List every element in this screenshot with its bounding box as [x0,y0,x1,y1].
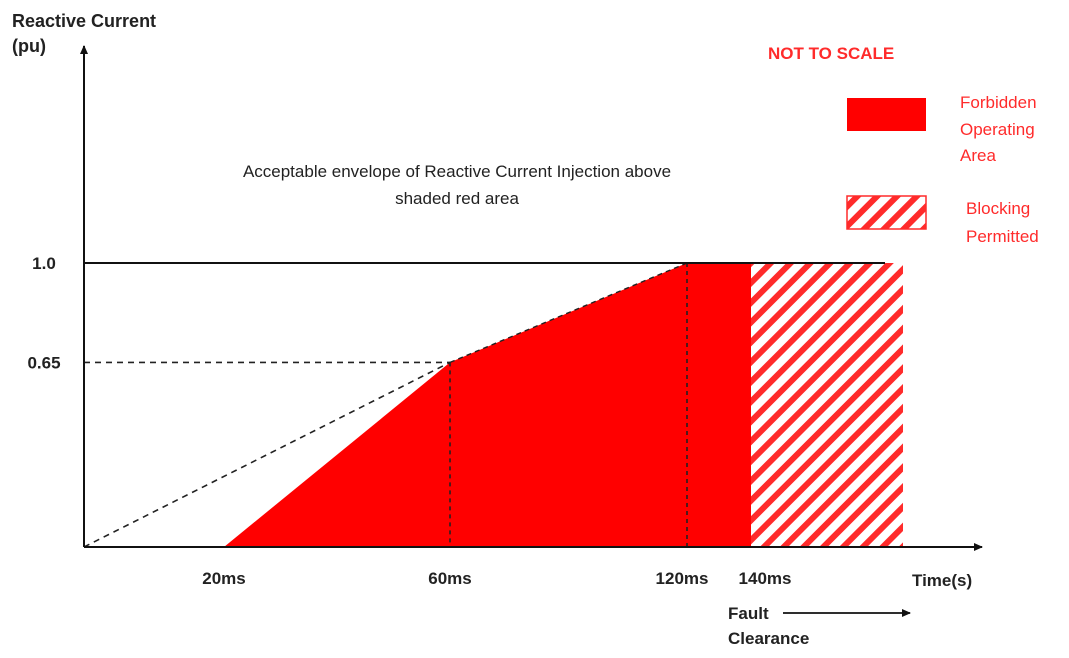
y-axis-title: Reactive Current [12,11,156,31]
x-tick-labels: 20ms 60ms 120ms 140ms [202,569,791,588]
x-axis-title: Time(s) [912,571,972,590]
x-tick-label: 20ms [202,569,245,588]
legend-label-blocking-1: Blocking [966,199,1030,218]
x-tick-label: 60ms [428,569,471,588]
legend-swatch-blocking [846,195,927,230]
forbidden-operating-area [224,263,751,547]
y-axis-unit: (pu) [12,36,46,56]
x-tick-label: 120ms [656,569,709,588]
y-tick-label: 0.65 [27,353,60,372]
not-to-scale-label: NOT TO SCALE [768,44,894,63]
legend-label-forbidden-2: Operating [960,120,1035,139]
legend-swatch-forbidden [847,98,926,131]
dashed-reference-line [83,361,451,548]
x-tick-label: 140ms [739,569,792,588]
upper-boundary-dashed-line [449,262,688,364]
annotation-line-1: Acceptable envelope of Reactive Current … [243,162,671,181]
annotation-line-2: shaded red area [395,189,519,208]
clearance-label: Clearance [728,629,809,648]
legend-label-blocking-2: Permitted [966,227,1039,246]
y-tick-labels: 1.0 0.65 [27,254,60,372]
legend-label-forbidden-1: Forbidden [960,93,1037,112]
legend-label-forbidden-3: Area [960,146,996,165]
blocking-permitted-area [751,263,903,547]
y-tick-label: 1.0 [32,254,56,273]
fault-label: Fault [728,604,769,623]
